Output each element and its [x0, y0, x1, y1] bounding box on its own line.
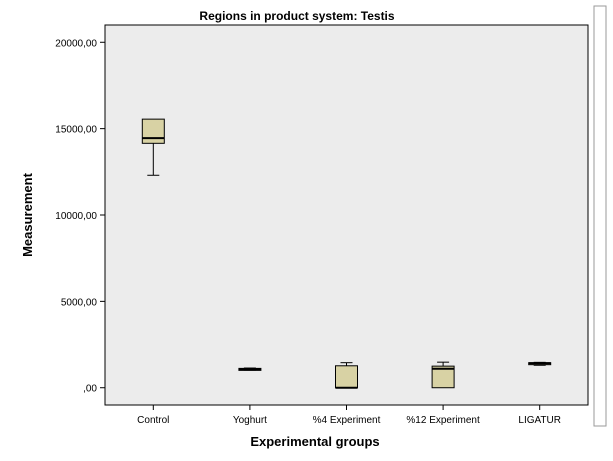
y-tick-label: ,00 — [83, 384, 97, 395]
x-axis-label: Experimental groups — [250, 434, 379, 449]
x-axis: Control Yoghurt %4 Experiment %12 Experimen… — [137, 405, 561, 426]
x-tick-label: %4 Experiment — [313, 415, 381, 426]
x-tick-label: LIGATUR — [518, 415, 561, 426]
y-axis-label: Measurement — [20, 172, 35, 256]
box-iqr — [431, 365, 455, 389]
box--12-experiment — [431, 361, 455, 389]
box-iqr — [335, 365, 358, 389]
y-tick-label: 10000,00 — [55, 211, 97, 222]
box-yoghurt — [238, 367, 262, 371]
box-ligatur — [528, 361, 552, 366]
side-panel-frame — [593, 5, 607, 427]
x-tick-label: Control — [137, 415, 169, 426]
x-tick-label: Yoghurt — [233, 415, 267, 426]
chart-title: Regions in product system: Testis — [199, 9, 394, 23]
plot-area — [104, 24, 589, 406]
box-iqr — [141, 118, 165, 144]
box-control — [141, 118, 165, 176]
x-tick-label: %12 Experiment — [406, 415, 480, 426]
box--4-experiment — [335, 362, 358, 389]
y-tick-label: 15000,00 — [55, 125, 97, 136]
box-series — [141, 118, 552, 389]
y-tick-label: 5000,00 — [61, 297, 98, 308]
y-axis: ,00 5000,00 10000,00 15000,00 20000,00 — [55, 38, 105, 395]
y-tick-label: 20000,00 — [55, 38, 97, 49]
